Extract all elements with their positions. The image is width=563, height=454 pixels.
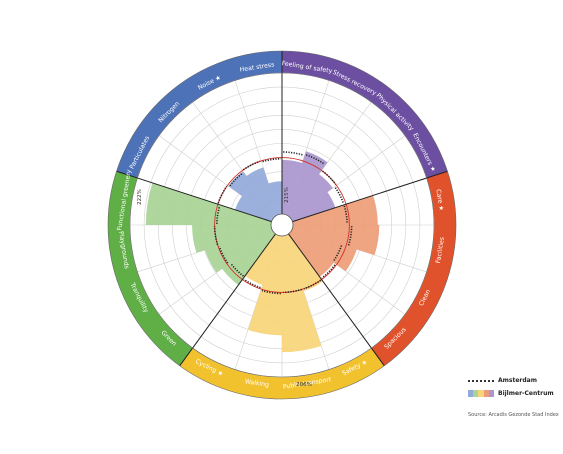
amsterdam-mark <box>343 205 348 224</box>
ring-band <box>116 51 282 179</box>
inner-border <box>129 72 435 378</box>
bar-particulates <box>235 195 274 222</box>
legend: Amsterdam Bijlmer-Centrum <box>468 374 563 400</box>
group-divider <box>288 233 385 367</box>
group-divider <box>292 170 448 223</box>
category-label-walking: Walking <box>244 378 269 389</box>
bar-nitrogen <box>228 171 276 219</box>
legend-swatch-5 <box>488 390 495 397</box>
bar-public-transport <box>282 235 322 353</box>
legend-swatch-4 <box>483 390 489 397</box>
amsterdam-mark <box>283 151 304 156</box>
amsterdam-mark <box>213 226 219 245</box>
bar-noise <box>246 167 279 217</box>
legend-item-amsterdam: Amsterdam <box>468 374 563 387</box>
amsterdam-mark <box>217 185 228 204</box>
amsterdam-mark <box>262 157 281 163</box>
ring-band <box>179 347 385 400</box>
bar-tranquility <box>205 228 274 273</box>
amsterdam-mark <box>261 289 281 295</box>
ring-band <box>282 51 448 179</box>
amsterdam-mark <box>229 172 244 187</box>
group-title-healthy-mobility: Healthy Mobility <box>231 400 333 413</box>
bar-cycling <box>245 233 279 285</box>
legend-dotted-line <box>468 379 494 382</box>
amsterdam-mark <box>347 226 353 246</box>
amsterdam-mark <box>230 263 244 277</box>
annotation-label: 215% <box>284 187 290 203</box>
group-divider <box>116 170 272 223</box>
amsterdam-mark <box>283 288 302 294</box>
bar-safety <box>285 233 323 292</box>
bar-physical-activity <box>288 174 333 219</box>
bar-care <box>292 195 378 225</box>
legend-item-bijlmer: Bijlmer-Centrum <box>468 387 563 400</box>
category-label-care: Care ★ <box>434 189 444 212</box>
ring-band <box>108 171 193 366</box>
bar-encounters <box>290 192 336 222</box>
bar-functional-greenery <box>145 182 272 225</box>
center-hub <box>270 213 294 237</box>
legend-color-swatches <box>468 390 495 397</box>
bar-green <box>221 231 276 286</box>
amsterdam-mark <box>216 205 221 224</box>
annotation-label: 222% <box>137 189 143 205</box>
amsterdam-mark <box>303 279 322 290</box>
bar-clean <box>290 228 357 272</box>
amsterdam-mark <box>321 264 336 279</box>
amsterdam-mark <box>242 160 261 171</box>
bar-heat-stress <box>268 181 282 215</box>
annotation-label: 206% <box>296 382 312 388</box>
bar-spacious <box>288 231 334 277</box>
outer-border <box>107 50 457 400</box>
amsterdam-mark <box>322 170 337 185</box>
amsterdam-mark <box>332 245 343 262</box>
category-label-facilities: Facilities <box>435 236 446 263</box>
bar-walking <box>247 235 282 336</box>
amsterdam-mark <box>334 187 345 205</box>
legend-label-bijlmer: Bijlmer-Centrum <box>498 390 554 397</box>
amsterdam-mark <box>305 154 325 165</box>
legend-label-amsterdam: Amsterdam <box>498 377 537 384</box>
amsterdam-mark <box>218 246 229 264</box>
amsterdam-mark <box>243 278 261 289</box>
bar-playgrounds <box>192 225 272 253</box>
bar-feeling-of-safety <box>282 159 303 215</box>
legend-swatch-1 <box>468 390 474 397</box>
source-note: Source: Arcadis Gezonde Stad Index <box>468 412 559 418</box>
legend-swatch-3 <box>478 390 484 397</box>
bar-facilities <box>292 225 380 256</box>
legend-swatch-2 <box>473 390 479 397</box>
group-divider <box>179 233 276 367</box>
ring-band <box>371 171 456 366</box>
